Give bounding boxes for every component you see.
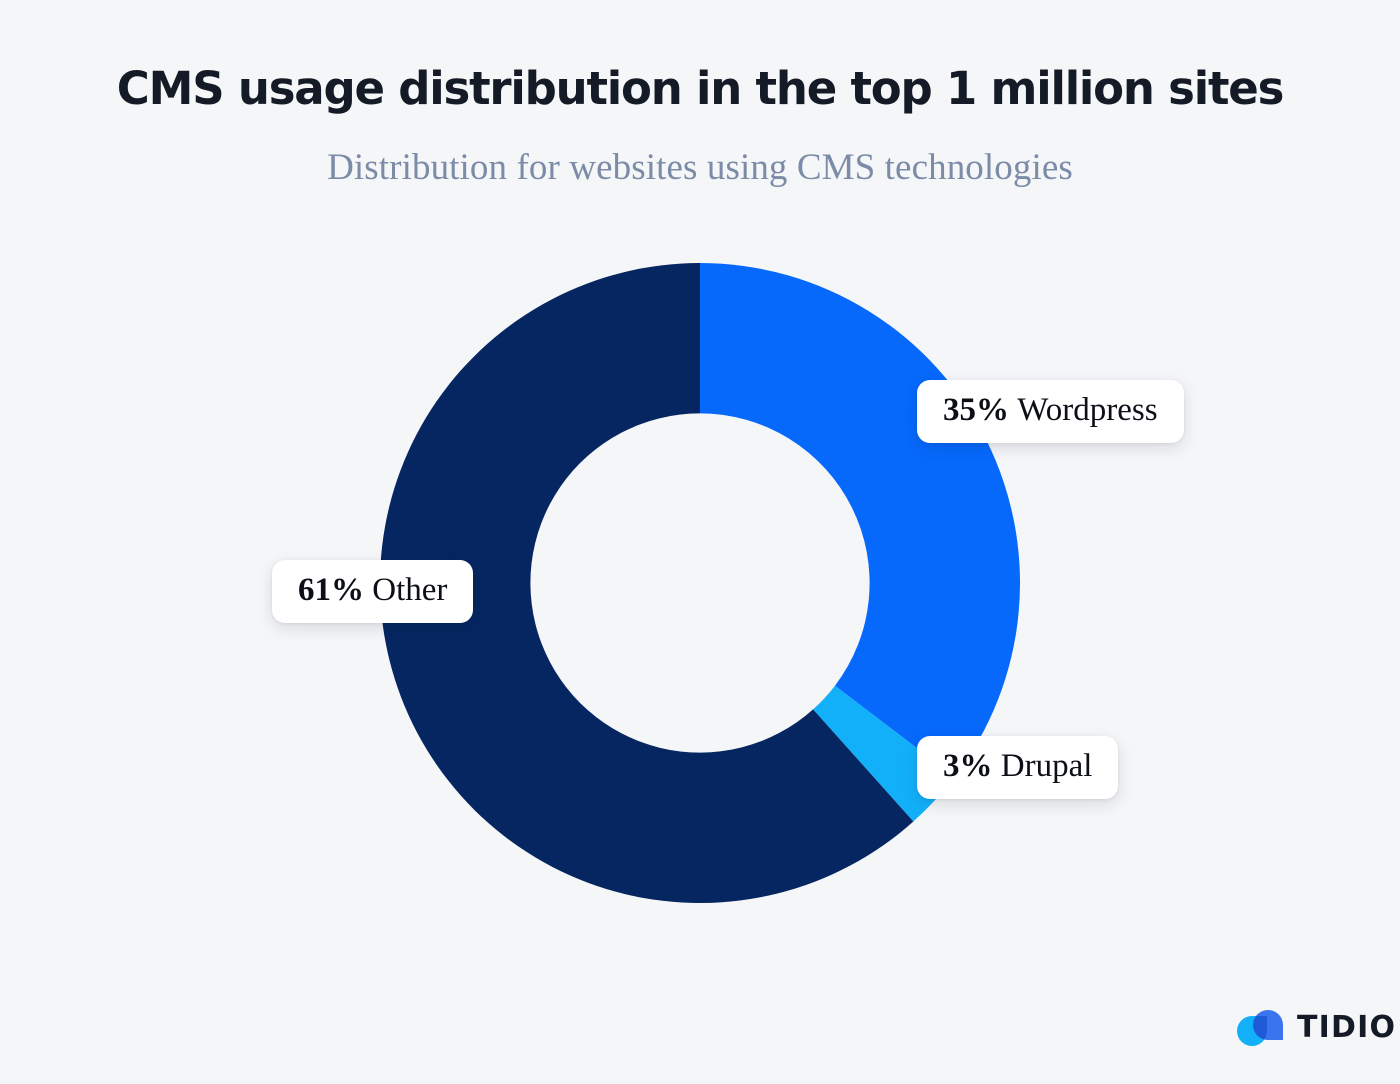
donut-chart-svg — [380, 263, 1020, 903]
donut-slice-wordpress[interactable] — [700, 263, 1020, 777]
data-label-drupal: 3% Drupal — [917, 736, 1119, 799]
tidio-logo: TIDIO — [1234, 1003, 1396, 1053]
data-label-drupal-text: Drupal — [1000, 748, 1093, 784]
data-label-other-percent: 61% — [298, 572, 364, 608]
tidio-bubble-overlap — [1253, 1016, 1267, 1040]
data-label-wordpress-percent: 35% — [943, 392, 1009, 428]
donut-slice-group — [380, 263, 1020, 903]
donut-chart — [380, 263, 1020, 903]
data-label-other-space — [364, 572, 372, 608]
data-label-other: 61% Other — [272, 560, 474, 623]
data-label-wordpress: 35% Wordpress — [917, 380, 1184, 443]
page-title: CMS usage distribution in the top 1 mill… — [116, 62, 1285, 115]
data-label-drupal-percent: 3% — [943, 748, 993, 784]
tidio-bubble-icon — [1237, 1010, 1283, 1046]
donut-slice-other[interactable] — [380, 263, 914, 903]
chart-subtitle: Distribution for websites using CMS tech… — [327, 147, 1073, 189]
data-label-drupal-space — [993, 748, 1001, 784]
data-label-other-text: Other — [372, 572, 448, 608]
chart-header: CMS usage distribution in the top 1 mill… — [0, 0, 1400, 190]
tidio-wordmark: TIDIO — [1297, 1010, 1397, 1045]
data-label-wordpress-name — [1009, 392, 1017, 428]
data-label-wordpress-text: Wordpress — [1017, 392, 1158, 428]
